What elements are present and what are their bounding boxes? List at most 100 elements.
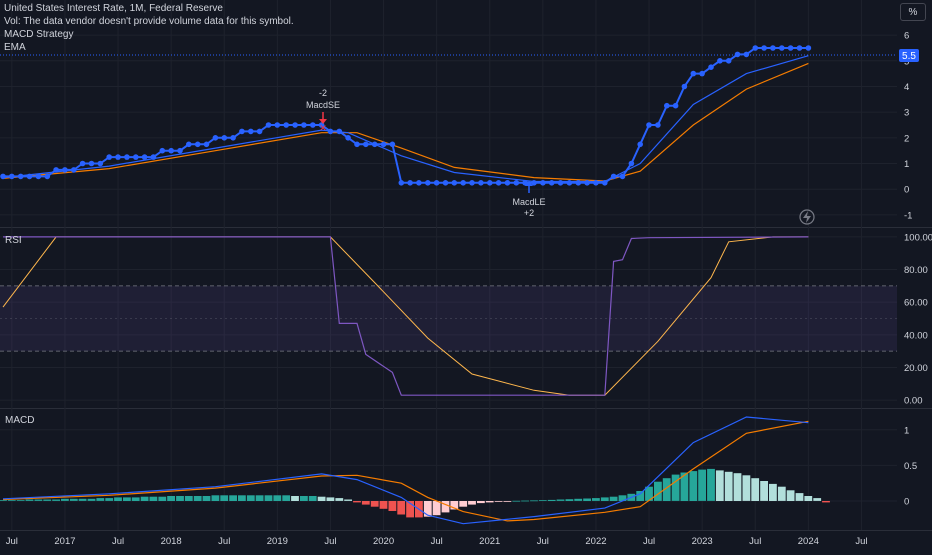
histogram-bar: [468, 501, 476, 505]
histogram-bar: [432, 501, 441, 516]
lightning-icon[interactable]: [799, 209, 815, 225]
y-tick-label: 0: [904, 496, 909, 507]
histogram-bar: [724, 471, 733, 501]
histogram-bar: [34, 499, 43, 501]
time-tick-label: 2017: [54, 536, 75, 547]
time-tick-label: 2021: [479, 536, 500, 547]
rate-marker: [796, 45, 803, 51]
time-tick-label: Jul: [643, 536, 655, 547]
buy-signal-qty: +2: [524, 208, 534, 218]
histogram-bar: [822, 501, 830, 503]
time-tick-label: Jul: [431, 536, 443, 547]
time-tick-label: Jul: [537, 536, 549, 547]
macd-y-axis[interactable]: 10.50: [904, 425, 917, 507]
rate-marker: [593, 180, 599, 186]
histogram-bar: [680, 472, 689, 501]
percent-scale-button[interactable]: %: [900, 3, 926, 21]
rsi-ma-line[interactable]: [2, 236, 809, 396]
price-pane[interactable]: 6543210-1 5.5 -2 MacdSE ✕ MacdLE +2: [0, 31, 919, 225]
rate-marker: [345, 135, 351, 141]
rate-marker: [787, 45, 794, 51]
histogram-bar: [592, 498, 600, 501]
histogram-bar: [813, 498, 822, 501]
rate-marker: [442, 180, 449, 186]
rate-marker: [44, 173, 51, 180]
ema-legend[interactable]: EMA: [4, 42, 26, 53]
y-tick-label: 40.00: [904, 330, 928, 341]
rate-marker: [274, 122, 281, 128]
time-tick-label: 2019: [267, 536, 288, 547]
y-tick-label: 100.00: [904, 232, 932, 243]
time-tick-label: 2018: [161, 536, 182, 547]
histogram-bar: [760, 481, 768, 501]
histogram-bar: [370, 501, 379, 507]
time-tick-label: 2022: [585, 536, 606, 547]
rate-marker: [380, 141, 387, 148]
rate-marker: [212, 135, 219, 141]
rate-marker: [221, 135, 228, 141]
histogram-bar: [636, 491, 645, 501]
rate-marker: [159, 147, 166, 154]
rsi-pane[interactable]: 100.00 80.00 60.00 40.00 20.00 0.00 RSI: [0, 232, 932, 407]
rate-marker: [301, 122, 307, 128]
rate-marker: [602, 180, 608, 186]
histogram-bar: [52, 499, 60, 501]
histogram-bar: [149, 496, 158, 501]
histogram-bar: [485, 501, 494, 503]
rate-marker: [141, 154, 148, 160]
time-axis[interactable]: Jul 2017 Jul 2018 Jul 2019 Jul 2020 Jul 2021 Jul 20…: [6, 536, 868, 547]
macd-line[interactable]: [2, 416, 809, 525]
histogram-bar: [246, 495, 255, 501]
histogram-bar: [202, 496, 211, 501]
histogram-bar: [477, 501, 485, 504]
rsi-line[interactable]: [3, 236, 809, 396]
macd-signal-line[interactable]: [2, 420, 809, 522]
rate-marker: [637, 141, 643, 148]
symbol-title[interactable]: United States Interest Rate, 1M, Federal…: [4, 3, 223, 14]
rate-marker: [495, 180, 502, 186]
rate-marker: [531, 180, 537, 186]
histogram-bar: [565, 499, 574, 501]
rate-marker: [779, 45, 785, 51]
histogram-bar: [494, 501, 503, 502]
sell-signal-qty: -2: [319, 88, 327, 98]
rate-marker: [655, 122, 661, 128]
rsi-y-axis[interactable]: 100.00 80.00 60.00 40.00 20.00 0.00: [904, 232, 932, 406]
rate-marker: [628, 160, 635, 167]
y-tick-label: 1: [904, 425, 909, 436]
rsi-title: RSI: [5, 235, 22, 246]
histogram-bar: [211, 495, 220, 501]
rate-marker: [79, 160, 86, 167]
rate-marker: [584, 180, 590, 186]
histogram-bar: [397, 501, 406, 515]
histogram-bar: [291, 496, 299, 501]
histogram-bar: [742, 475, 751, 501]
histogram-bar: [87, 498, 96, 501]
rate-marker: [88, 160, 95, 167]
rate-marker: [194, 141, 201, 148]
strategy-legend[interactable]: MACD Strategy: [4, 29, 74, 40]
rate-marker: [62, 167, 68, 173]
rate-marker: [416, 180, 422, 186]
ema-fast-line[interactable]: [2, 55, 809, 183]
histogram-bar: [707, 468, 715, 501]
rate-marker: [575, 180, 582, 186]
histogram-bar: [176, 496, 184, 501]
histogram-bar: [61, 498, 69, 501]
histogram-bar: [25, 499, 34, 501]
macd-pane[interactable]: 10.50 MACD: [0, 415, 917, 525]
histogram-bar: [361, 501, 370, 505]
y-tick-label: -1: [904, 210, 912, 221]
rate-marker: [106, 154, 112, 160]
histogram-bar: [353, 501, 361, 503]
histogram-bar: [600, 497, 609, 501]
y-tick-label: 2: [904, 133, 909, 144]
histogram-bar: [123, 497, 131, 501]
histogram-bar: [786, 490, 795, 501]
sell-marker-icon: ✕: [319, 123, 327, 133]
rsi-band: [0, 285, 897, 352]
histogram-bar: [751, 478, 760, 501]
ema-slow-line[interactable]: [2, 62, 809, 182]
rate-marker: [451, 180, 458, 186]
